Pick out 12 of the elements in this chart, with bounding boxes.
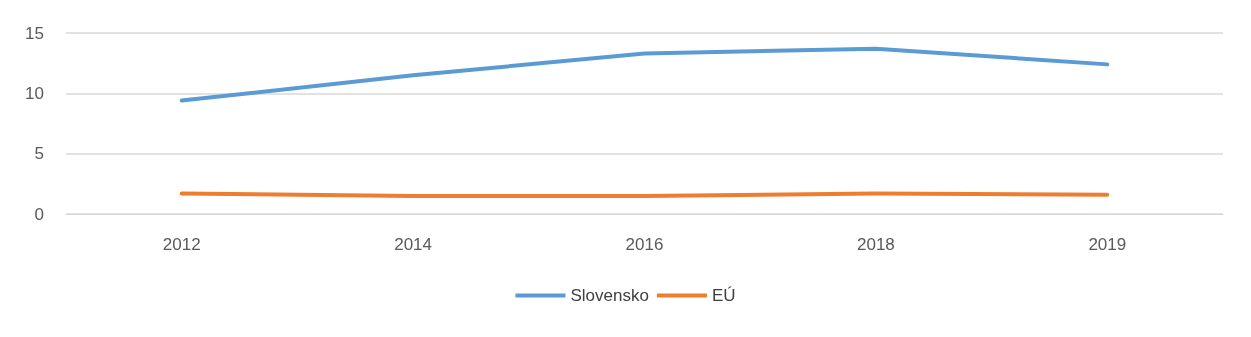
x-tick-label: 2014 (394, 235, 433, 254)
x-tick-label: 2019 (1088, 235, 1127, 254)
y-tick-label: 5 (34, 144, 44, 164)
x-tick-label: 2018 (856, 235, 895, 254)
legend-label: Slovensko (570, 286, 649, 305)
x-tick-label: 2016 (625, 235, 664, 254)
legend-label: EÚ (711, 286, 736, 305)
y-tick-label: 15 (25, 23, 44, 43)
x-tick-label: 2012 (162, 235, 201, 254)
y-tick-label: 0 (34, 204, 44, 224)
y-tick-label: 10 (25, 83, 44, 103)
line-series (179, 46, 1110, 103)
